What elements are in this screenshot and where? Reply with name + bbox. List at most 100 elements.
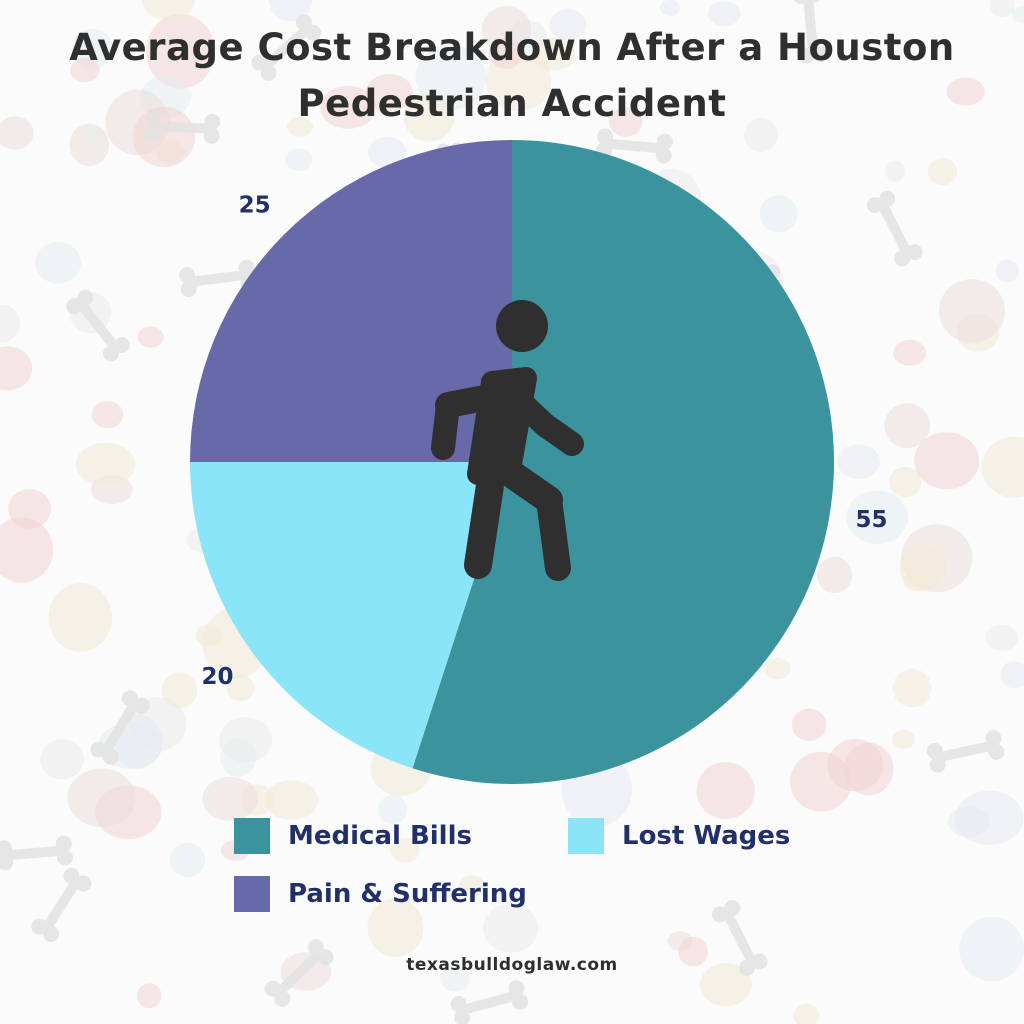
legend-label-pain-suffering: Pain & Suffering xyxy=(288,879,527,909)
pedestrian-walking-icon xyxy=(431,300,584,581)
paw-print-shape xyxy=(955,790,1024,846)
bone-icon xyxy=(595,128,673,164)
paw-print-shape xyxy=(35,242,81,284)
pie-slice-pain-suffering xyxy=(190,140,512,462)
bone-icon xyxy=(264,939,334,1007)
paw-print-shape xyxy=(759,195,798,233)
paw-print-shape xyxy=(226,675,255,702)
paw-print-shape xyxy=(195,624,222,646)
paw-print-shape xyxy=(137,326,164,348)
paw-print-shape xyxy=(40,739,84,780)
paw-print-shape xyxy=(483,903,539,953)
paw-print-shape xyxy=(793,1003,820,1024)
paw-print-shape xyxy=(320,85,376,129)
bone-icon xyxy=(792,0,829,64)
legend-item-lost-wages: Lost Wages xyxy=(568,818,790,854)
paw-print-shape xyxy=(285,148,313,171)
paw-print-shape xyxy=(91,401,124,429)
paw-print-shape xyxy=(846,490,908,544)
paw-print-shape xyxy=(549,9,587,41)
paw-print-shape xyxy=(892,729,915,749)
bone-icon xyxy=(926,730,1005,773)
legend-label-medical-bills: Medical Bills xyxy=(288,821,472,851)
paw-print-shape xyxy=(678,936,708,967)
pie-slice-lost-wages xyxy=(190,462,512,769)
paw-print-shape xyxy=(0,304,21,343)
bone-icon xyxy=(450,980,529,1024)
paw-print-shape xyxy=(48,583,113,652)
paw-print-shape xyxy=(939,279,1005,343)
bone-icon xyxy=(711,899,768,976)
paw-print-shape xyxy=(889,466,922,498)
paw-print-shape xyxy=(885,160,906,182)
paw-print-shape xyxy=(76,442,136,486)
paw-print-shape xyxy=(458,875,485,898)
paw-print-shape xyxy=(659,0,681,16)
bone-icon xyxy=(66,289,131,362)
paw-print-shape xyxy=(763,657,791,680)
website-url: texasbulldoglaw.com xyxy=(406,955,618,975)
paw-print-shape xyxy=(959,916,1024,982)
paw-print-shape xyxy=(286,116,314,137)
paw-print-shape xyxy=(609,107,643,137)
paw-print-shape xyxy=(170,842,206,878)
paw-print-shape xyxy=(67,768,136,827)
paw-print-shape xyxy=(8,489,52,529)
paw-print-shape xyxy=(481,5,532,55)
paw-print-shape xyxy=(0,116,34,150)
bone-icon xyxy=(31,867,92,943)
data-label-pain-suffering: 25 xyxy=(239,193,271,219)
paw-print-shape xyxy=(415,44,487,110)
paw-print-shape xyxy=(981,436,1024,498)
paw-print-shape xyxy=(367,136,407,168)
paw-print-shape xyxy=(146,13,215,89)
paw-print-shape xyxy=(0,346,33,391)
paw-print-shape xyxy=(914,432,980,490)
paw-print-shape xyxy=(990,0,1015,18)
paw-print-shape xyxy=(816,556,853,594)
legend-swatch-medical-bills xyxy=(234,818,270,854)
legend-swatch-lost-wages xyxy=(568,818,604,854)
bone-icon xyxy=(143,110,221,144)
paw-print-shape xyxy=(390,837,420,863)
bone-icon xyxy=(90,690,150,765)
paw-print-shape xyxy=(946,77,985,106)
paw-print-shape xyxy=(899,544,947,591)
data-label-lost-wages: 20 xyxy=(201,664,233,690)
legend-label-lost-wages: Lost Wages xyxy=(622,821,791,851)
paw-print-shape xyxy=(142,0,195,21)
paw-print-shape xyxy=(791,708,827,741)
paw-print-shape xyxy=(70,57,100,83)
bone-icon xyxy=(0,835,73,871)
legend-swatch-pain-suffering xyxy=(234,876,270,912)
paw-print-shape xyxy=(202,776,259,821)
paw-print-shape xyxy=(137,983,162,1009)
bone-icon xyxy=(251,14,322,81)
legend-item-pain-suffering: Pain & Suffering xyxy=(234,876,527,912)
paw-print-shape xyxy=(219,717,273,763)
paw-print-shape xyxy=(884,403,931,449)
paw-print-shape xyxy=(404,93,455,142)
paw-print-shape xyxy=(365,73,413,112)
paw-print-shape xyxy=(85,126,107,148)
paw-print-shape xyxy=(927,158,958,186)
paw-print-shape xyxy=(985,624,1019,651)
paw-print-shape xyxy=(1000,661,1024,689)
paw-print-shape xyxy=(531,37,576,71)
paw-print-shape xyxy=(893,339,926,366)
paw-print-shape xyxy=(440,965,470,992)
paw-print-shape xyxy=(367,898,424,957)
paw-print-shape xyxy=(995,259,1019,283)
data-label-medical-bills: 55 xyxy=(855,507,887,533)
paw-print-shape xyxy=(790,751,852,812)
bone-icon xyxy=(866,190,923,267)
paw-print-shape xyxy=(1011,6,1024,23)
legend-item-medical-bills: Medical Bills xyxy=(234,818,472,854)
paw-print-shape xyxy=(0,517,54,583)
paw-print-shape xyxy=(892,668,932,708)
paw-print-shape xyxy=(700,963,752,1007)
paw-print-shape xyxy=(264,780,319,820)
chart-title: Average Cost Breakdown After a Houston P… xyxy=(69,26,955,125)
